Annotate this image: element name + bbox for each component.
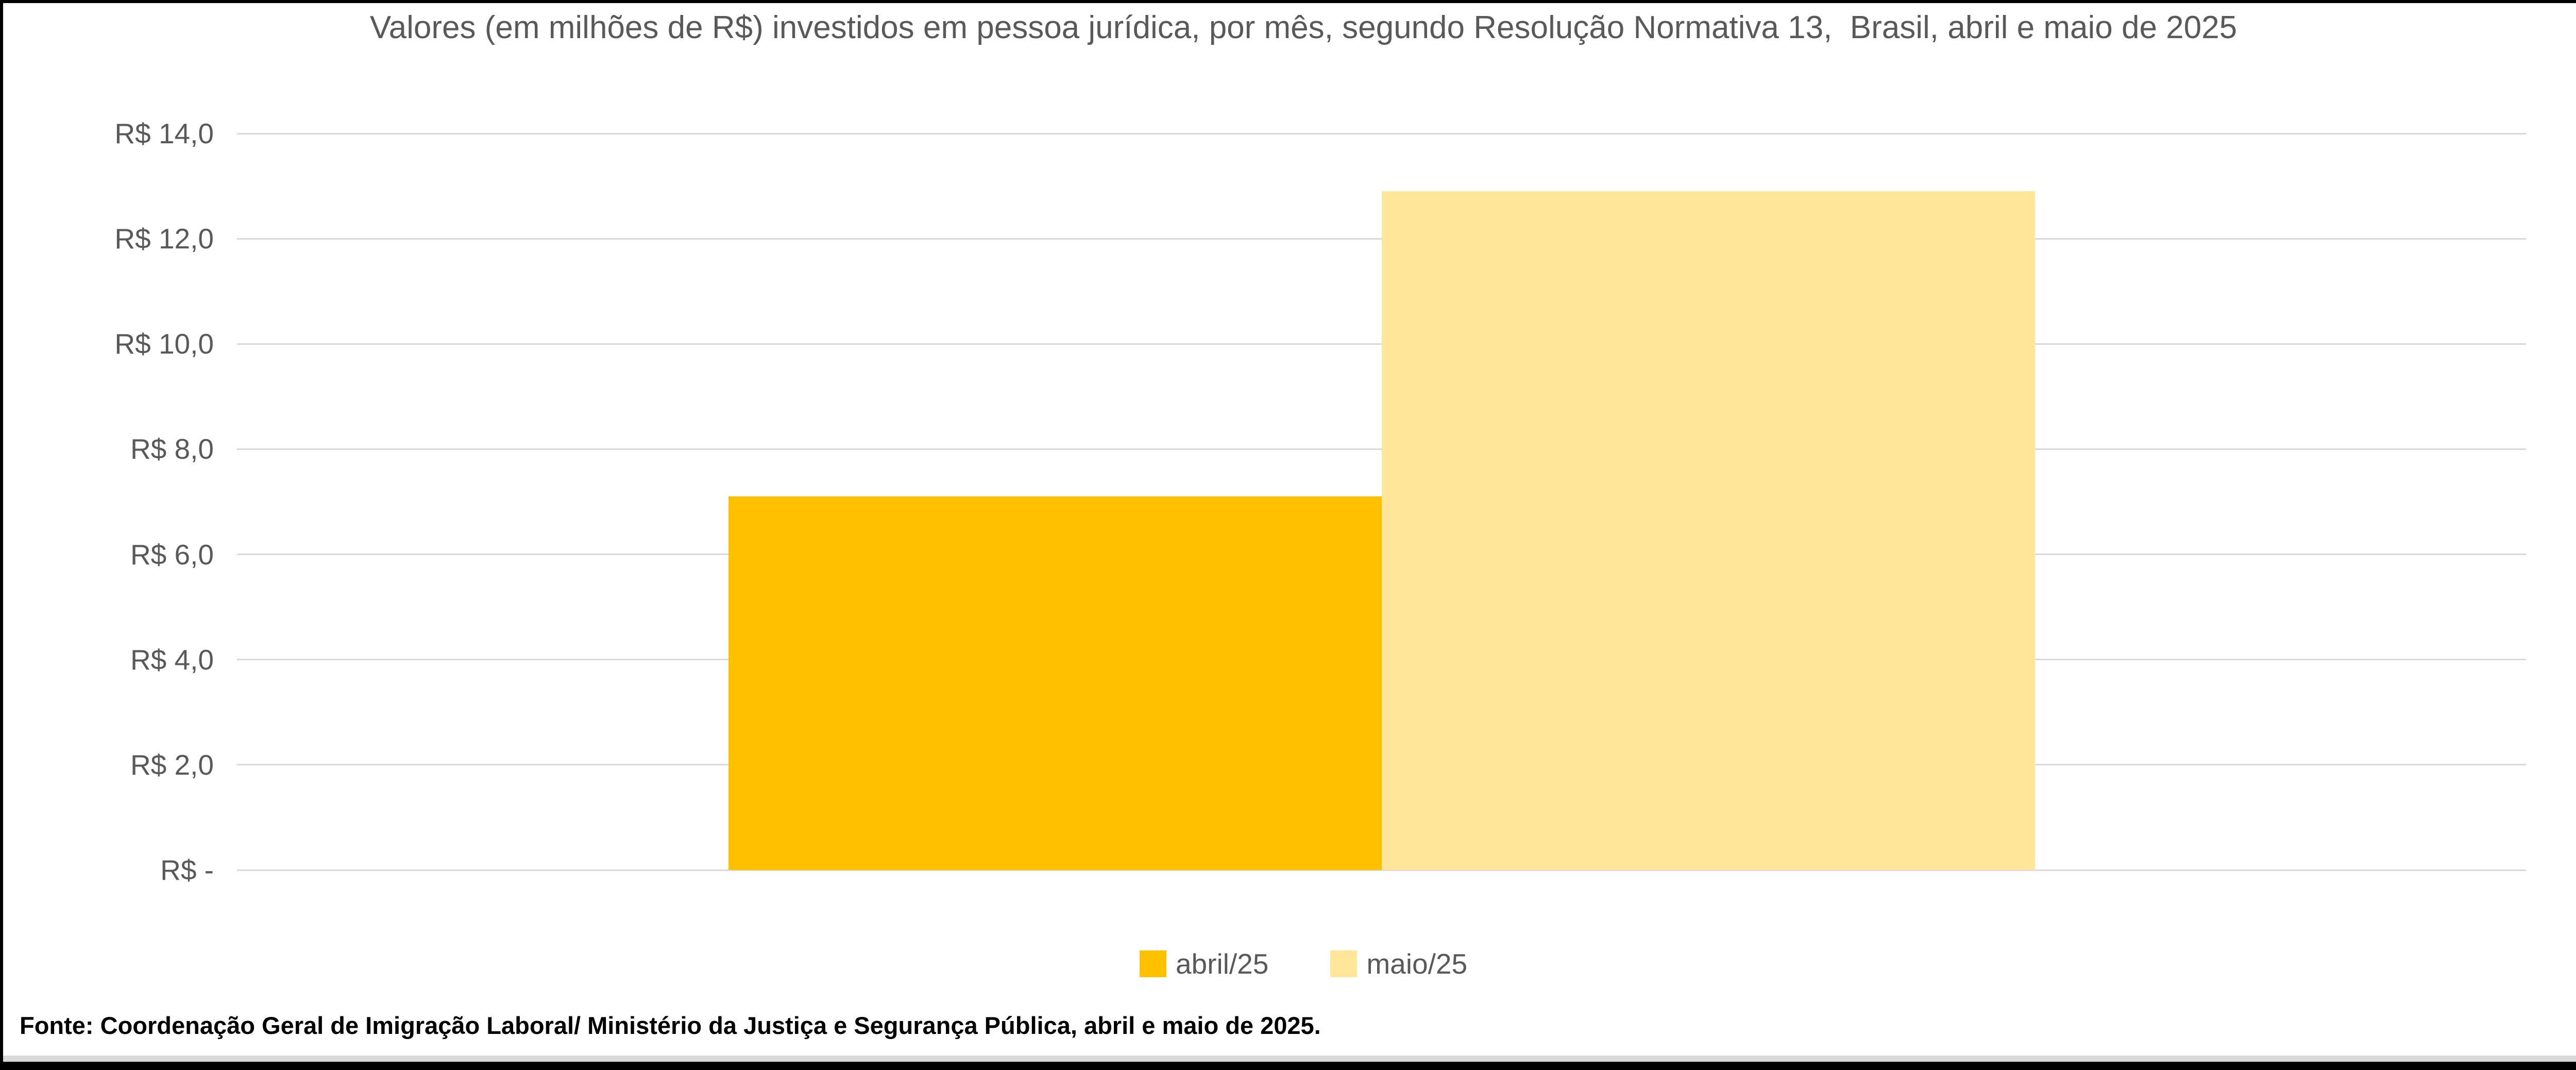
frame-bottom-shadow	[0, 1056, 2576, 1062]
legend-item-maio-25: maio/25	[1330, 947, 1467, 980]
source-note: Fonte: Coordenação Geral de Imigração La…	[20, 1012, 1321, 1039]
y-axis-tick-label: R$ 4,0	[130, 643, 214, 676]
legend-item-abril-25: abril/25	[1139, 947, 1269, 980]
legend-label: maio/25	[1366, 948, 1468, 980]
legend-swatch-abril-25	[1139, 950, 1166, 977]
gridline-0	[237, 869, 2526, 871]
y-axis-tick-label: R$ 12,0	[114, 223, 214, 255]
y-axis-tick-label: R$ 6,0	[130, 538, 214, 571]
bar-maio-25	[1381, 191, 2035, 870]
legend: abril/25 maio/25	[0, 947, 2576, 980]
legend-label: abril/25	[1175, 948, 1269, 980]
y-axis-tick-label: R$ -	[160, 854, 214, 886]
plot-area	[237, 132, 2526, 871]
chart-title: Valores (em milhões de R$) investidos em…	[369, 10, 2238, 45]
y-axis-tick-label: R$ 8,0	[130, 433, 214, 465]
y-axis: R$ 14,0 R$ 12,0 R$ 10,0 R$ 8,0 R$ 6,0 R$ 4,0 R…	[0, 118, 214, 886]
legend-swatch-maio-25	[1330, 950, 1358, 977]
y-axis-tick-label: R$ 2,0	[130, 748, 214, 781]
y-axis-tick-label: R$ 14,0	[114, 118, 214, 149]
bar-abril-25	[728, 496, 1382, 870]
gridline-14	[237, 132, 2526, 135]
y-axis-tick-label: R$ 10,0	[114, 328, 214, 360]
frame-bottom-border	[0, 1062, 2576, 1070]
